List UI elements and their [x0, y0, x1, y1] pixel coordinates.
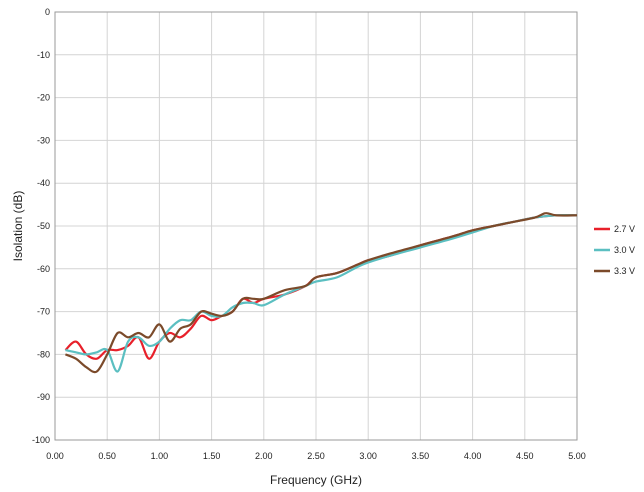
y-tick-label: -60 [37, 264, 50, 274]
axes [54, 11, 578, 441]
x-tick-label: 2.50 [307, 451, 325, 461]
y-tick-label: -80 [37, 349, 50, 359]
y-tick-label: -30 [37, 135, 50, 145]
x-tick-label: 0.50 [98, 451, 116, 461]
legend-label: 3.3 V [614, 266, 635, 276]
y-tick-label: -100 [32, 435, 50, 445]
x-tick-label: 3.50 [412, 451, 430, 461]
legend: 2.7 V 3.0 V 3.3 V [594, 224, 635, 276]
series-line-3-3-v [65, 212, 578, 374]
series-lines [64, 212, 578, 374]
legend-label: 2.7 V [614, 224, 635, 234]
x-tick-label: 1.50 [203, 451, 221, 461]
y-tick-label: -90 [37, 392, 50, 402]
x-tick-label: 5.00 [568, 451, 586, 461]
x-tick-label: 4.00 [464, 451, 482, 461]
x-tick-label: 2.00 [255, 451, 273, 461]
x-tick-label: 1.00 [151, 451, 169, 461]
y-tick-label: -40 [37, 178, 50, 188]
legend-label: 3.0 V [614, 245, 635, 255]
x-tick-label: 0.00 [46, 451, 64, 461]
y-axis-title: Isolation (dB) [11, 191, 25, 262]
tick-labels: 0.00 0.50 1.00 1.50 2.00 2.50 3.00 3.50 4.00 4.50… [32, 7, 586, 461]
y-tick-label: -20 [37, 93, 50, 103]
x-axis-title: Frequency (GHz) [270, 473, 362, 487]
plot-frame [54, 11, 578, 441]
y-tick-label: -70 [37, 307, 50, 317]
x-tick-label: 4.50 [516, 451, 534, 461]
series-line-2-7-v [64, 214, 578, 360]
y-tick-label: -10 [37, 50, 50, 60]
y-tick-label: 0 [45, 7, 50, 17]
y-tick-label: -50 [37, 221, 50, 231]
series-line-3-0-v [65, 214, 578, 373]
x-tick-label: 3.00 [359, 451, 377, 461]
